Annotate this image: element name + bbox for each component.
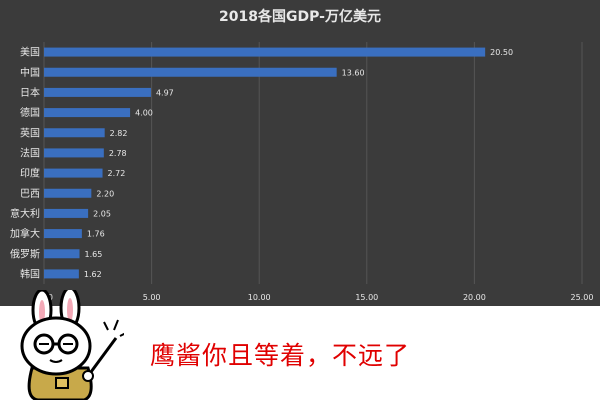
bar <box>44 269 79 279</box>
value-label: 2.78 <box>109 149 127 158</box>
value-label: 1.65 <box>85 250 103 259</box>
value-label: 13.60 <box>342 68 365 77</box>
bar <box>44 108 131 118</box>
category-label: 韩国 <box>20 267 40 280</box>
x-tick-label: 10.00 <box>248 293 271 302</box>
value-label: 2.05 <box>93 209 111 218</box>
value-label: 2.72 <box>108 169 126 178</box>
bar <box>44 188 92 198</box>
category-label: 日本 <box>20 86 40 99</box>
value-label: 2.82 <box>110 129 128 138</box>
value-label: 4.97 <box>156 88 174 97</box>
bar <box>44 47 486 57</box>
bar <box>44 168 103 178</box>
bar <box>44 148 104 158</box>
x-tick-label: 15.00 <box>355 293 378 302</box>
caption-text: 鹰酱你且等着，不远了 <box>150 341 411 370</box>
gdp-bar-chart: 0.005.0010.0015.0020.0025.00美国20.50中国13.… <box>10 42 594 302</box>
value-label: 1.76 <box>87 230 105 239</box>
x-tick-label: 25.00 <box>571 293 594 302</box>
category-label: 巴西 <box>20 188 40 200</box>
category-label: 法国 <box>20 146 40 159</box>
chart-panel: 2018各国GDP-万亿美元 0.005.0010.0015.0020.0025… <box>0 0 600 306</box>
category-label: 美国 <box>20 46 40 59</box>
bar <box>44 87 151 97</box>
x-tick-label: 20.00 <box>463 293 486 302</box>
bar <box>44 67 337 77</box>
value-label: 20.50 <box>490 48 513 57</box>
caption-area: 鹰酱你且等着，不远了 <box>0 306 600 400</box>
bar <box>44 249 80 259</box>
value-label: 2.20 <box>96 189 114 198</box>
category-label: 加拿大 <box>10 227 40 240</box>
category-label: 德国 <box>20 106 40 119</box>
category-label: 英国 <box>20 126 40 139</box>
value-label: 1.62 <box>84 270 102 279</box>
rabbit-mascot-icon <box>20 290 124 400</box>
category-label: 意大利 <box>10 207 40 220</box>
category-label: 印度 <box>20 167 40 180</box>
x-tick-label: 5.00 <box>143 293 161 302</box>
bar <box>44 229 82 239</box>
bar <box>44 208 89 218</box>
value-label: 4.00 <box>135 109 153 118</box>
category-label: 俄罗斯 <box>10 247 40 260</box>
category-label: 中国 <box>20 66 40 79</box>
bar <box>44 128 105 138</box>
chart-title: 2018各国GDP-万亿美元 <box>219 9 381 25</box>
